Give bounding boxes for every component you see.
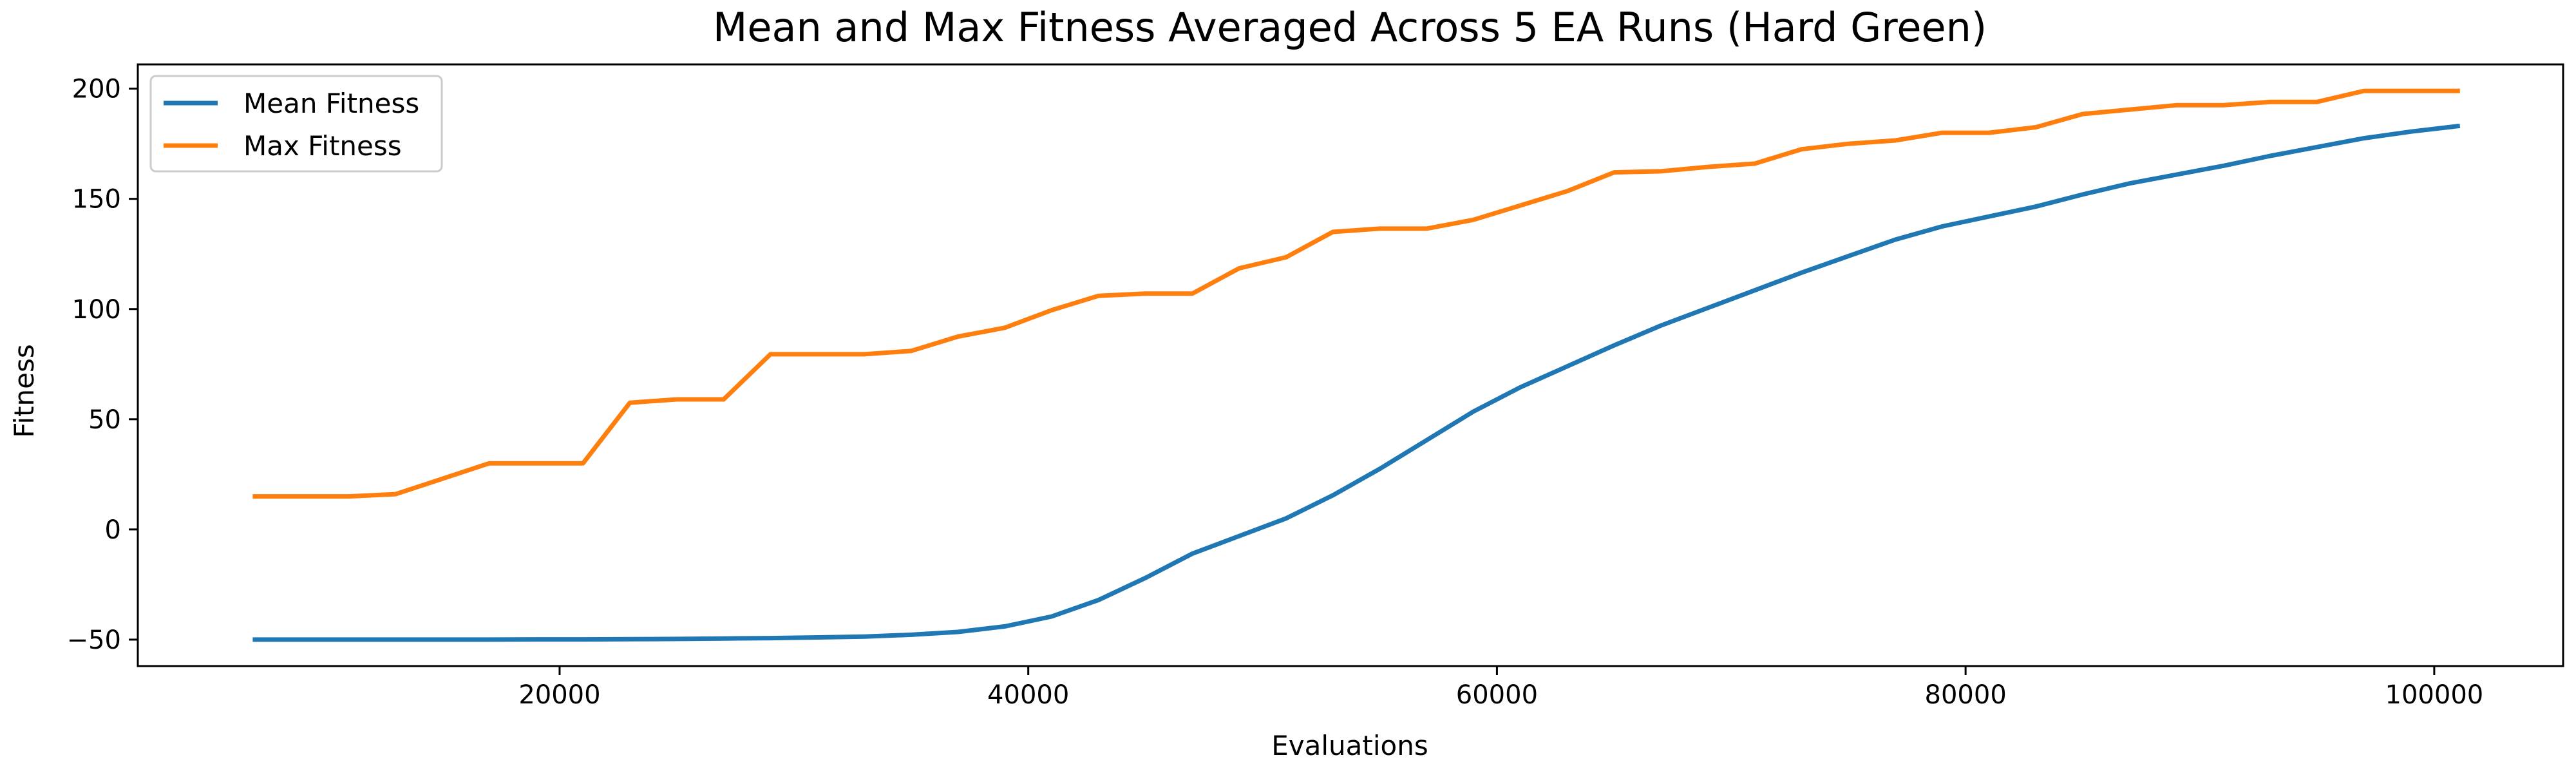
- y-tick-label: 0: [105, 515, 121, 545]
- legend-label: Mean Fitness: [243, 88, 419, 119]
- y-axis-label: Fitness: [8, 344, 40, 437]
- y-tick-label: −50: [67, 625, 121, 655]
- legend-box: [149, 75, 443, 173]
- y-tick-label: 100: [72, 295, 121, 325]
- plot-frame: [137, 63, 2564, 667]
- series-line-mean-fitness: [252, 123, 2461, 642]
- y-tick-label: 200: [72, 75, 121, 104]
- legend-label: Max Fitness: [243, 130, 402, 162]
- plot-area: [252, 88, 2461, 642]
- x-tick-label: 40000: [987, 680, 1069, 710]
- axes: 20000 40000 60000 80000 100000 −50 0 50 100 150 20…: [67, 63, 2564, 710]
- series-line-max-fitness: [252, 88, 2460, 499]
- legend: Mean Fitness Max Fitness: [149, 75, 443, 173]
- x-axis-label: Evaluations: [1271, 730, 1428, 761]
- chart-title: Mean and Max Fitness Averaged Across 5 E…: [713, 4, 1987, 51]
- x-tick-label: 60000: [1456, 680, 1538, 710]
- y-tick-label: 150: [72, 185, 121, 215]
- x-tick-label: 80000: [1925, 680, 2007, 710]
- x-tick-label: 100000: [2385, 680, 2484, 710]
- y-tick-label: 50: [88, 405, 121, 435]
- x-tick-label: 20000: [518, 680, 600, 710]
